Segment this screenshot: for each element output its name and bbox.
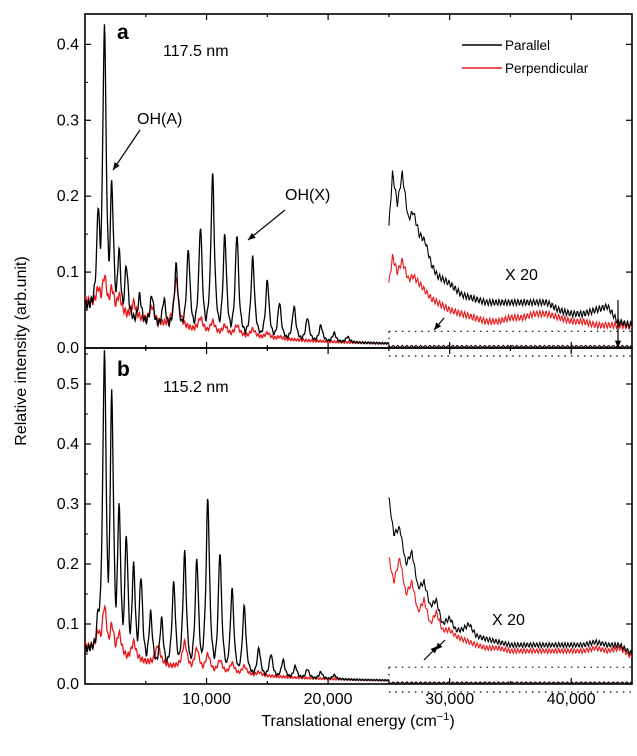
panel-b-y-tick-label: 0.5 bbox=[57, 376, 79, 393]
x-tick-label: 40,000 bbox=[547, 691, 596, 708]
parallel-tail-line bbox=[388, 681, 632, 684]
panel-b-zoom-label: X 20 bbox=[492, 612, 525, 629]
panel-b-letter: b bbox=[117, 358, 130, 381]
panel-b-zoom-arrow-head bbox=[430, 646, 438, 654]
panel-b-plot-area bbox=[85, 350, 632, 684]
oh-a-arrow-shaft bbox=[112, 129, 141, 171]
panel-b-y-tick-label: 0.0 bbox=[57, 676, 79, 693]
panel-a-y-tick-label: 0.4 bbox=[57, 36, 79, 53]
perpendicular-zoom-line bbox=[388, 253, 632, 331]
panel-a-plot-area bbox=[85, 24, 632, 348]
panel-a-arrows bbox=[112, 129, 622, 348]
oh-x-annotation: OH(X) bbox=[285, 187, 330, 204]
panel-a-y-tick-label: 0.0 bbox=[57, 340, 79, 357]
legend-label-perpendicular: Perpendicular bbox=[505, 61, 589, 76]
x-tick-labels: 10,000 20,000 30,000 40,000 bbox=[182, 691, 596, 708]
panel-b-x-ticks bbox=[145, 348, 572, 684]
panel-a-y-tick-label: 0.2 bbox=[57, 188, 79, 205]
panel-b-wavelength-label: 115.2 nm bbox=[163, 379, 229, 396]
oh-a-arrow-head bbox=[113, 162, 120, 170]
panel-a-zoom-arrow-head bbox=[434, 322, 442, 330]
oh-x-arrow-head bbox=[248, 232, 256, 240]
y-axis-title: Relative intensity (arb.unit) bbox=[13, 256, 30, 445]
panel-a-y-ticks: 0.0 0.1 0.2 0.3 0.4 bbox=[57, 36, 632, 357]
panel-b-arrows bbox=[423, 639, 446, 661]
parallel-zoom-line bbox=[388, 497, 632, 656]
panel-b: 0.0 0.1 0.2 0.3 0.4 0.5 b 115.2 nm X 20 bbox=[57, 347, 633, 693]
panel-b-frame bbox=[84, 347, 633, 685]
panel-a: 0.0 0.1 0.2 0.3 0.4 a 117.5 nm OH(A) OH(X) X… bbox=[57, 13, 633, 357]
x-tick-label: 10,000 bbox=[182, 691, 231, 708]
panel-b-y-ticks: 0.0 0.1 0.2 0.3 0.4 0.5 bbox=[57, 353, 632, 693]
panel-a-y-tick-label: 0.3 bbox=[57, 112, 79, 129]
panel-b-y-tick-label: 0.3 bbox=[57, 496, 79, 513]
perpendicular-zoom-line bbox=[388, 557, 632, 659]
panel-a-wavelength-label: 117.5 nm bbox=[163, 43, 229, 60]
panel-a-x-ticks bbox=[145, 14, 572, 348]
x-tick-label: 20,000 bbox=[304, 691, 353, 708]
parallel-series-line bbox=[85, 24, 390, 345]
x-tick-label: 30,000 bbox=[425, 691, 474, 708]
legend-label-parallel: Parallel bbox=[505, 38, 550, 53]
panel-b-y-tick-label: 0.2 bbox=[57, 556, 79, 573]
panel-b-y-tick-label: 0.4 bbox=[57, 436, 79, 453]
panel-a-edge-arrow-head bbox=[614, 340, 622, 348]
panel-a-letter: a bbox=[117, 21, 129, 44]
legend: Parallel Perpendicular bbox=[462, 38, 589, 76]
panel-a-zoom-label: X 20 bbox=[505, 267, 538, 284]
parallel-series-line bbox=[85, 350, 390, 682]
perpendicular-series-line bbox=[85, 274, 390, 346]
oh-a-annotation: OH(A) bbox=[137, 111, 182, 128]
oh-x-arrow-shaft bbox=[247, 209, 286, 241]
x-axis-title: Translational energy (cm−1) bbox=[261, 711, 454, 730]
parallel-zoom-line bbox=[388, 170, 632, 330]
panel-a-y-tick-label: 0.1 bbox=[57, 264, 79, 281]
panel-b-y-tick-label: 0.1 bbox=[57, 616, 79, 633]
perpendicular-series-line bbox=[85, 603, 390, 682]
